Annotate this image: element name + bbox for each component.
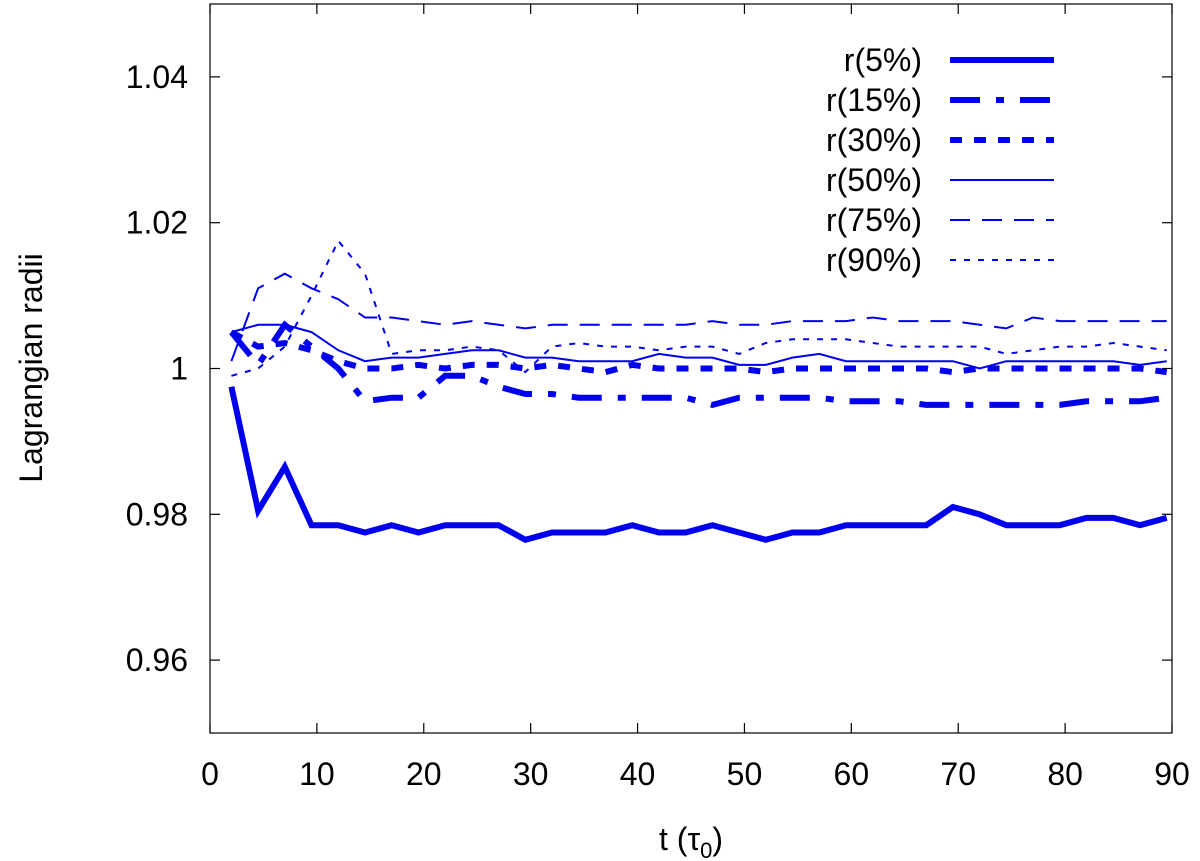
series-line-r15 (229, 320, 1168, 409)
x-tick-label: 20 (406, 756, 442, 792)
legend-label-r90: r(90%) (826, 242, 922, 278)
x-tick-label: 90 (1154, 756, 1190, 792)
y-tick-label: 0.98 (126, 496, 188, 532)
axis-ticks (209, 4, 1173, 733)
y-tick-label: 1.02 (126, 205, 188, 241)
legend-label-r15: r(15%) (826, 82, 922, 118)
legend-label-r5: r(5%) (844, 42, 922, 78)
x-tick-label: 10 (299, 756, 335, 792)
x-tick-label: 70 (940, 756, 976, 792)
x-tick-label: 50 (727, 756, 763, 792)
series-line-r50 (231, 323, 1167, 370)
x-tick-label: 80 (1047, 756, 1083, 792)
y-axis-label: Lagrangian radii (13, 253, 49, 483)
x-tick-label: 30 (513, 756, 549, 792)
x-tick-label: 60 (834, 756, 870, 792)
y-tick-label: 0.96 (126, 642, 188, 678)
legend: r(5%) r(15%) r(30%) r(50%) r(75%) r(90%) (826, 42, 1054, 278)
series-line-r5 (228, 386, 1168, 544)
x-axis-label: t (τ0) (659, 821, 723, 861)
x-tick-label: 40 (620, 756, 656, 792)
legend-label-r50: r(50%) (826, 162, 922, 198)
legend-label-r30: r(30%) (826, 122, 922, 158)
series-line-r90 (231, 239, 1167, 377)
y-tick-label: 1.04 (126, 59, 188, 95)
x-tick-labels: 0 10 20 30 40 50 60 70 80 90 (201, 756, 1190, 792)
series-line-r75 (230, 272, 1167, 362)
tau-subscript: 0 (700, 838, 712, 861)
series-lines (228, 239, 1168, 544)
tau-symbol: τ (687, 821, 700, 857)
x-tick-label: 0 (201, 756, 219, 792)
y-tick-labels: 0.96 0.98 1 1.02 1.04 (126, 59, 188, 678)
y-tick-label: 1 (170, 351, 188, 387)
legend-label-r75: r(75%) (826, 202, 922, 238)
